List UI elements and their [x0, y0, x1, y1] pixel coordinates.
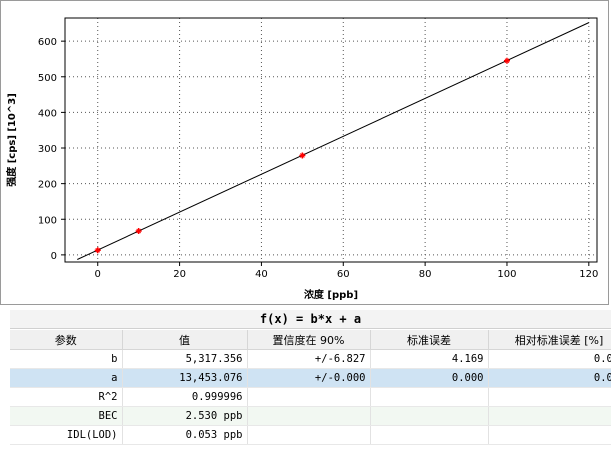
calibration-chart-panel: 0 20 40 60 80 100 120 0 100 200 300 400 500 600 浓度 [p…: [0, 0, 609, 305]
cell-param: b: [10, 349, 123, 369]
plot-area-frame: [64, 17, 598, 263]
table-row-selected[interactable]: a 13,453.076 +/-0.000 0.000 0.000: [10, 368, 611, 388]
x-axis-label: 浓度 [ppb]: [304, 288, 358, 301]
x-tick-label: 60: [337, 269, 350, 280]
cell-param: BEC: [10, 406, 123, 426]
data-point: [299, 152, 306, 159]
y-tick-label: 600: [38, 37, 57, 48]
cell-rel-std-error: [488, 387, 611, 407]
y-axis-label: 强度 [cps] [10^3]: [5, 93, 18, 187]
cell-std-error: [370, 425, 489, 445]
cell-std-error: 0.000: [370, 368, 489, 388]
formula-title: f(x) = b*x + a: [10, 310, 611, 329]
fit-line: [77, 22, 590, 260]
cell-std-error: 4.169: [370, 349, 489, 369]
results-table: 参数 值 置信度在 90% 标准误差 相对标准误差 [%] b 5,317.35…: [10, 330, 611, 445]
header-value[interactable]: 值: [122, 330, 248, 350]
cell-confidence: [247, 425, 371, 445]
cell-rel-std-error: 0.078: [488, 349, 611, 369]
cell-rel-std-error: [488, 425, 611, 445]
cell-value: 0.999996: [122, 387, 248, 407]
cell-param: a: [10, 368, 123, 388]
table-row[interactable]: IDL(LOD) 0.053 ppb: [10, 425, 611, 445]
y-tick-label: 200: [38, 180, 57, 191]
cell-std-error: [370, 387, 489, 407]
cell-value: 0.053 ppb: [122, 425, 248, 445]
header-confidence[interactable]: 置信度在 90%: [247, 330, 371, 350]
header-std-error[interactable]: 标准误差: [370, 330, 489, 350]
table-header-row: 参数 值 置信度在 90% 标准误差 相对标准误差 [%]: [10, 330, 611, 350]
table-row[interactable]: R^2 0.999996: [10, 387, 611, 407]
header-param[interactable]: 参数: [10, 330, 123, 350]
regression-results-panel: f(x) = b*x + a 参数 值 置信度在 90% 标准误差 相对标准误差…: [0, 306, 611, 450]
x-tick-label: 20: [173, 269, 186, 280]
cell-value: 2.530 ppb: [122, 406, 248, 426]
cell-rel-std-error: [488, 406, 611, 426]
grid-layer: [65, 18, 597, 262]
cell-confidence: +/-6.827: [247, 349, 371, 369]
data-point: [503, 57, 510, 64]
y-tick-label: 400: [38, 108, 57, 119]
cell-param: R^2: [10, 387, 123, 407]
data-point: [94, 247, 101, 254]
x-tick-label: 80: [419, 269, 432, 280]
data-point: [135, 228, 142, 235]
x-tick-label: 120: [579, 269, 598, 280]
y-tick-label: 500: [38, 73, 57, 84]
cell-std-error: [370, 406, 489, 426]
header-rel-std-error[interactable]: 相对标准误差 [%]: [488, 330, 611, 350]
cell-value: 13,453.076: [122, 368, 248, 388]
cell-confidence: [247, 406, 371, 426]
cell-rel-std-error: 0.000: [488, 368, 611, 388]
table-row[interactable]: BEC 2.530 ppb: [10, 406, 611, 426]
cell-confidence: [247, 387, 371, 407]
table-row[interactable]: b 5,317.356 +/-6.827 4.169 0.078: [10, 349, 611, 369]
x-tick-label: 100: [497, 269, 516, 280]
y-tick-label: 0: [51, 251, 57, 262]
y-tick-label: 300: [38, 144, 57, 155]
cell-value: 5,317.356: [122, 349, 248, 369]
cell-param: IDL(LOD): [10, 425, 123, 445]
x-tick-label: 40: [255, 269, 268, 280]
points-layer: [94, 57, 510, 254]
y-tick-label: 100: [38, 215, 57, 226]
cell-confidence: +/-0.000: [247, 368, 371, 388]
axis-layer: 0 20 40 60 80 100 120 0 100 200 300 400 500 600: [38, 37, 598, 280]
calibration-chart: 0 20 40 60 80 100 120 0 100 200 300 400 500 600 浓度 [p…: [5, 17, 598, 301]
x-tick-label: 0: [95, 269, 101, 280]
